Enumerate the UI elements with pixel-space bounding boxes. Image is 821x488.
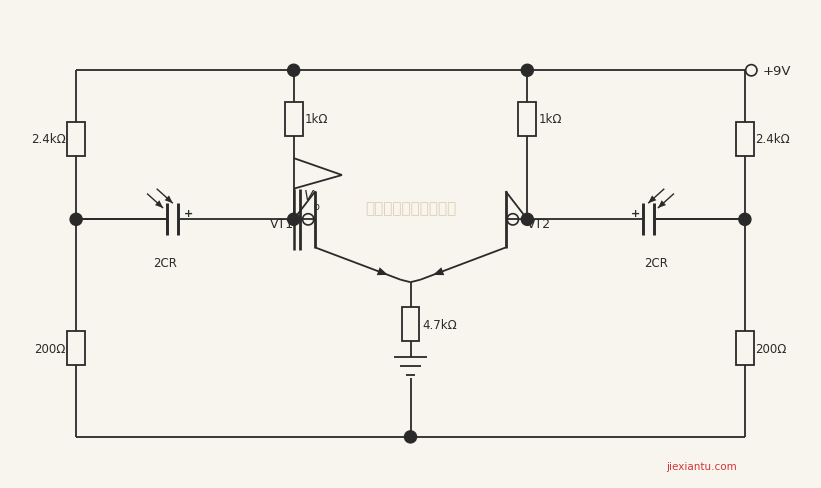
Bar [401, 307, 420, 341]
Polygon shape [649, 196, 656, 204]
Text: 杭州将睿科技有限公司: 杭州将睿科技有限公司 [365, 201, 456, 215]
Polygon shape [433, 268, 444, 276]
Bar [67, 122, 85, 156]
Text: 4.7kΩ: 4.7kΩ [423, 318, 457, 331]
Polygon shape [155, 201, 163, 208]
Bar [519, 102, 536, 136]
Polygon shape [165, 196, 172, 204]
Circle shape [521, 214, 534, 226]
Text: VT2: VT2 [527, 218, 552, 230]
Text: 200Ω: 200Ω [755, 342, 787, 355]
Circle shape [739, 214, 751, 226]
Text: 200Ω: 200Ω [34, 342, 66, 355]
Circle shape [521, 65, 534, 77]
Text: 2CR: 2CR [153, 256, 177, 269]
Circle shape [70, 214, 82, 226]
Circle shape [287, 214, 300, 226]
Bar [67, 332, 85, 366]
Text: +: + [184, 208, 193, 219]
Circle shape [405, 431, 416, 443]
Text: +9V: +9V [763, 64, 791, 78]
Text: 1kΩ: 1kΩ [305, 113, 328, 126]
Text: 2CR: 2CR [644, 256, 668, 269]
Text: o: o [314, 202, 319, 212]
Circle shape [287, 65, 300, 77]
Text: 2.4kΩ: 2.4kΩ [755, 133, 790, 146]
Polygon shape [658, 201, 666, 208]
Bar [285, 102, 302, 136]
Text: 2.4kΩ: 2.4kΩ [31, 133, 66, 146]
Polygon shape [377, 268, 388, 276]
Text: +: + [631, 208, 640, 219]
Text: 1kΩ: 1kΩ [539, 113, 562, 126]
Bar [736, 122, 754, 156]
Text: V: V [304, 188, 314, 202]
Text: jiexiantu.com: jiexiantu.com [666, 461, 736, 471]
Bar [736, 332, 754, 366]
Text: VT1: VT1 [269, 218, 294, 230]
